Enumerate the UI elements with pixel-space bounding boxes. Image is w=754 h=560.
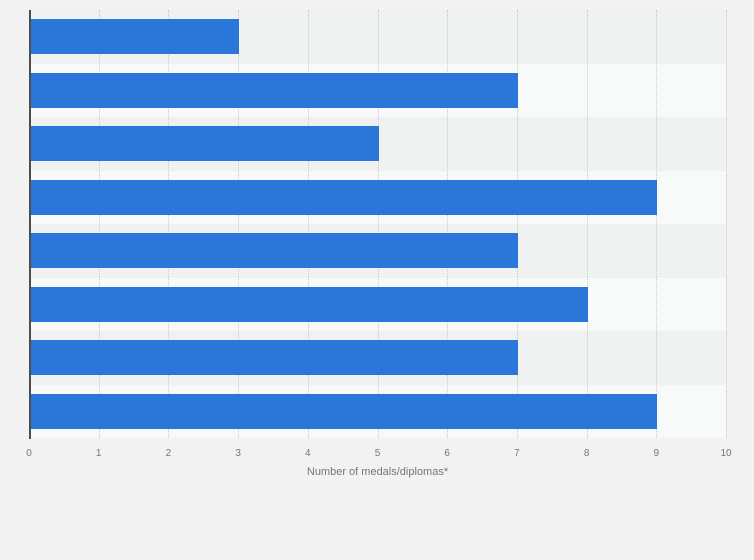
x-tick-label: 1	[95, 448, 102, 459]
x-tick-label: 3	[235, 448, 241, 459]
x-tick-label: 0	[26, 448, 32, 459]
x-tick-label: 2	[165, 448, 172, 459]
gridline	[238, 10, 240, 438]
bar	[30, 126, 379, 162]
x-tick-label: 4	[305, 448, 311, 459]
x-tick-label: 8	[583, 448, 590, 459]
gridline	[168, 10, 170, 438]
x-tick-label: 6	[444, 448, 450, 459]
x-tick-label: 5	[374, 448, 381, 459]
x-tick-label: 10	[720, 448, 732, 459]
bar	[30, 233, 518, 269]
x-tick-label: 7	[514, 448, 520, 459]
gridline	[656, 10, 658, 438]
gridline	[307, 10, 309, 438]
y-axis-line	[29, 10, 31, 439]
bar	[30, 19, 240, 55]
x-tick-label: 9	[653, 448, 660, 459]
plot-area	[29, 10, 727, 439]
gridline	[447, 10, 449, 438]
gridline	[377, 10, 379, 438]
bar	[30, 72, 518, 108]
bar	[30, 340, 518, 376]
gridline	[726, 10, 727, 438]
gridline	[586, 10, 588, 438]
gridline	[98, 10, 100, 438]
bar	[30, 393, 658, 429]
bar	[30, 179, 658, 215]
gridline	[516, 10, 518, 438]
x-axis-title: Number of medals/diplomas*	[306, 466, 449, 478]
bar	[30, 286, 588, 322]
